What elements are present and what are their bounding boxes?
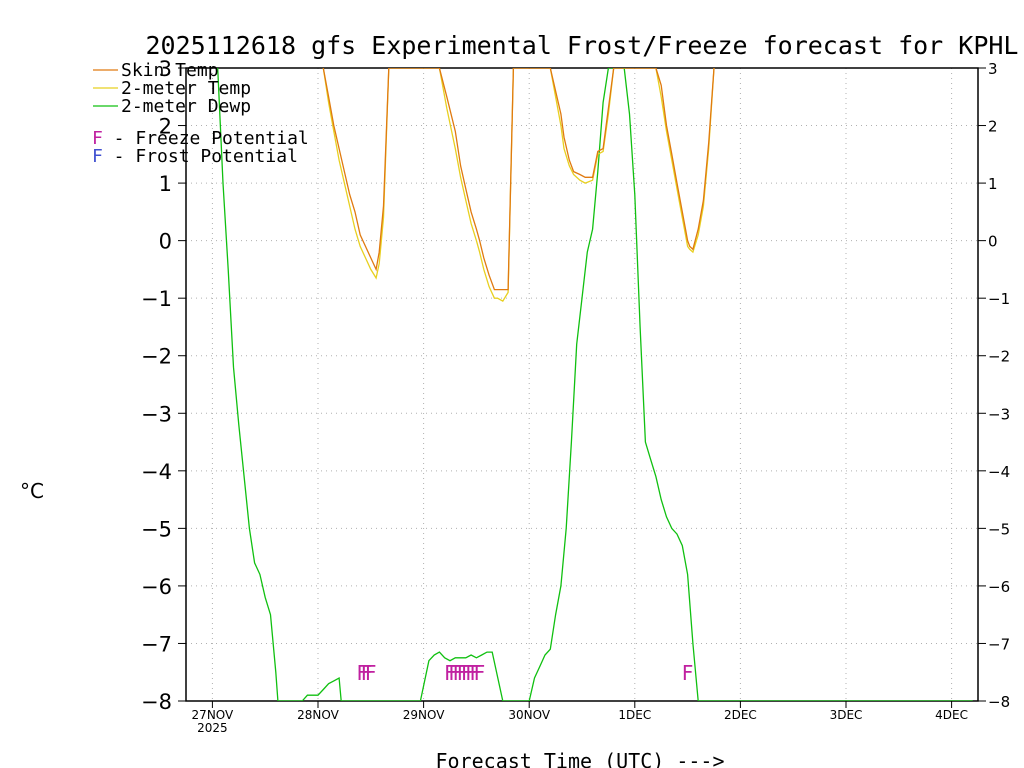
potential-legend-entry: F - Freeze Potential (92, 128, 309, 149)
series-layer (217, 68, 973, 701)
x-tick-label: 2DEC (724, 708, 757, 722)
y-tick-label-right: 3 (988, 60, 998, 78)
y-tick-label-right: −2 (988, 348, 1010, 366)
x-tick-label: 3DEC (830, 708, 863, 722)
y-tick-label: −6 (141, 575, 172, 599)
legend-label: 2-meter Dewp (121, 96, 251, 117)
freeze-potential-marker: F (448, 661, 460, 685)
y-axis-left: 3 2 1 0 −1 −2 −3 −4 −5 −6 −7 −8 (141, 57, 186, 714)
freeze-potential-marker: F (470, 661, 482, 685)
freeze-potential-marker: F (461, 661, 473, 685)
x-tick-label: 27NOV (192, 708, 234, 722)
skin-temp-line (322, 68, 715, 291)
x-tick-label: 29NOV (403, 708, 445, 722)
y-tick-label-right: 1 (988, 175, 998, 193)
x-axis: 27NOV 28NOV 29NOV 30NOV 1DEC 2DEC 3DEC 4DEC 2025 (192, 701, 968, 735)
y-tick-label: −4 (141, 460, 172, 484)
2-meter-temp-line (322, 68, 715, 302)
y-tick-label-right: −6 (988, 578, 1010, 596)
y-tick-label: −8 (141, 690, 172, 714)
y-tick-label: 0 (159, 230, 172, 254)
potential-legend-entry: F - Frost Potential (92, 146, 298, 167)
freeze-potential-marker: F (474, 661, 486, 685)
freeze-potential-marker: F (365, 661, 377, 685)
freeze-potential-marker: F (444, 661, 456, 685)
y-tick-label-right: 0 (988, 233, 998, 251)
y-tick-label: −1 (141, 287, 172, 311)
potential-legend-symbol: F (92, 128, 103, 149)
y-tick-label: 2 (159, 115, 172, 139)
y-tick-label-right: −8 (988, 693, 1010, 711)
x-tick-label: 28NOV (297, 708, 339, 722)
y-tick-label-right: −3 (988, 405, 1010, 423)
freeze-potential-marker: F (465, 661, 477, 685)
grid (186, 67, 978, 702)
legend-label: 2-meter Temp (121, 78, 251, 99)
potential-legend-text: - Freeze Potential (103, 128, 309, 149)
freeze-potential-marker: F (361, 661, 373, 685)
x-tick-label: 1DEC (618, 708, 651, 722)
freeze-potential-marker: F (453, 661, 465, 685)
y-tick-label-right: 2 (988, 118, 998, 136)
legend-label: Skin Temp (121, 60, 219, 81)
x-tick-year-label: 2025 (197, 721, 228, 735)
y-axis-label: °C (20, 479, 44, 503)
freeze-potential-marker: F (682, 661, 694, 685)
y-tick-label-right: −5 (988, 520, 1010, 538)
y-tick-label: −3 (141, 402, 172, 426)
y-tick-label: −2 (141, 345, 172, 369)
freeze-potential-marker: F (357, 661, 369, 685)
x-tick-label: 30NOV (508, 708, 550, 722)
2-meter-dewp-line (217, 68, 973, 701)
y-tick-label: −7 (141, 632, 172, 656)
plot-frame (185, 67, 979, 702)
y-tick-label: 1 (159, 172, 172, 196)
potential-legend-symbol: F (92, 146, 103, 167)
y-tick-label-right: −4 (988, 463, 1010, 481)
y-axis-right: 3 2 1 0 −1 −2 −3 −4 −5 −6 −7 −8 (978, 60, 1010, 711)
x-tick-label: 4DEC (935, 708, 968, 722)
y-tick-label: 3 (159, 57, 172, 81)
y-tick-label-right: −1 (988, 290, 1010, 308)
chart-title: 2025112618 gfs Experimental Frost/Freeze… (146, 31, 1019, 60)
potential-legend-text: - Frost Potential (103, 146, 298, 167)
freeze-potential-marker: F (457, 661, 469, 685)
y-tick-label-right: −7 (988, 635, 1010, 653)
x-axis-label: Forecast Time (UTC) ---> (436, 749, 725, 768)
y-tick-label: −5 (141, 517, 172, 541)
